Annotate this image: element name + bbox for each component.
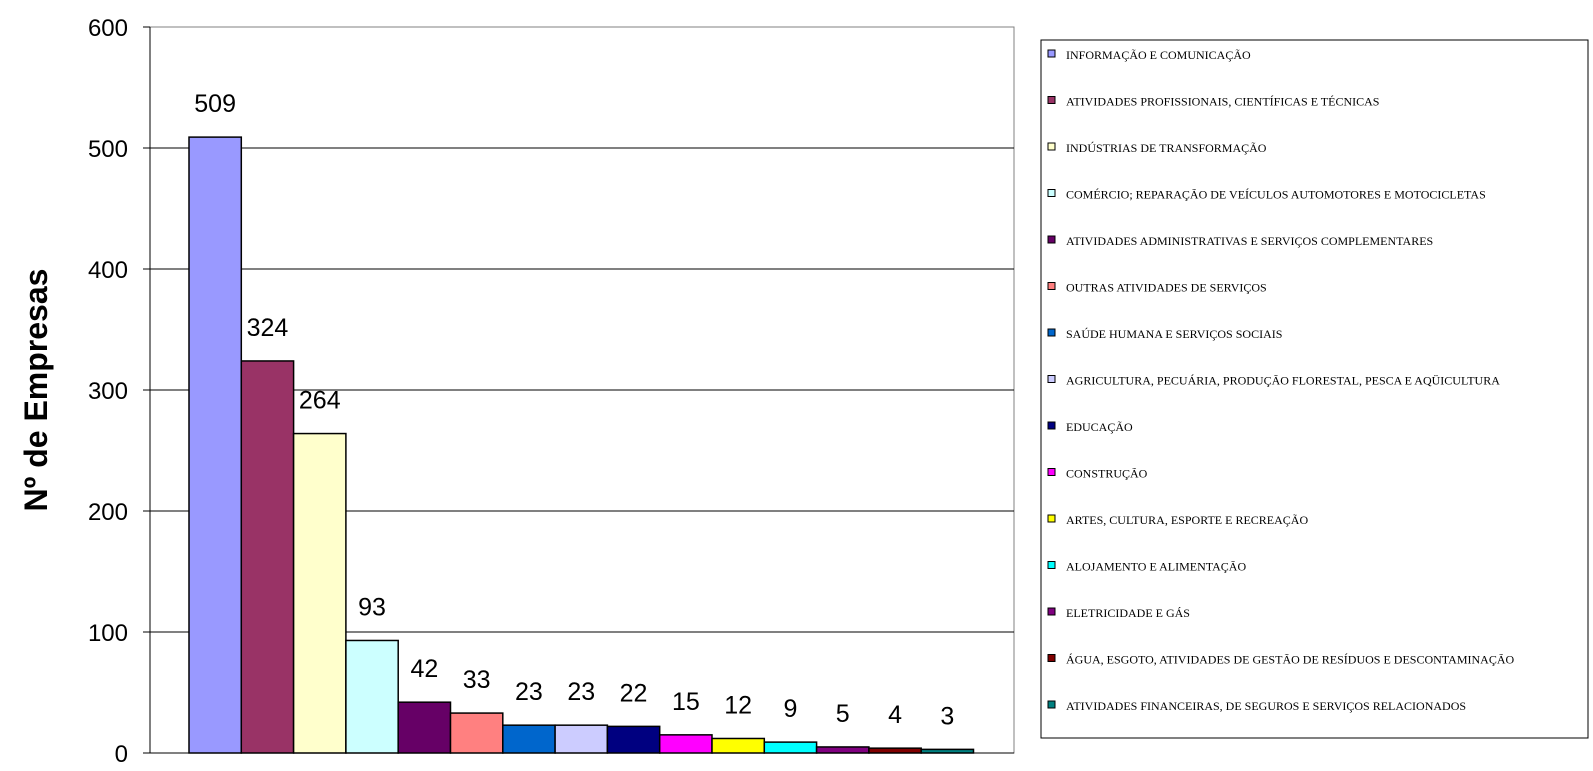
bar-value-label: 12 <box>724 691 752 719</box>
legend-entry: INFORMAÇÃO E COMUNICAÇÃO <box>1066 48 1251 62</box>
legend-box <box>1040 39 1589 739</box>
legend-entry: ÁGUA, ESGOTO, ATIVIDADES DE GESTÃO DE RE… <box>1066 653 1514 667</box>
y-tick-label: 500 <box>88 136 128 163</box>
legend: INFORMAÇÃO E COMUNICAÇÃO ATIVIDADES PROFI… <box>1040 39 1589 739</box>
bar-value-label: 509 <box>194 90 236 118</box>
bar <box>920 748 975 754</box>
legend-entry: COMÉRCIO; REPARAÇÃO DE VEÍCULOS AUTOMOTO… <box>1066 188 1486 202</box>
bar-value-label: 33 <box>463 666 491 694</box>
y-tick-label: 400 <box>88 257 128 284</box>
bar <box>188 136 243 754</box>
bar-value-label: 15 <box>672 688 700 716</box>
bar-value-label: 324 <box>247 314 289 342</box>
legend-swatch <box>1047 514 1056 523</box>
legend-swatch <box>1047 654 1056 662</box>
bar-value-label: 4 <box>888 701 902 729</box>
bar <box>868 747 922 754</box>
legend-swatch <box>1047 328 1056 337</box>
y-tick-label: 600 <box>88 15 128 42</box>
legend-swatch <box>1047 421 1056 430</box>
legend-swatch <box>1047 468 1056 476</box>
legend-swatch <box>1047 96 1056 104</box>
legend-entry: ATIVIDADES ADMINISTRATIVAS E SERVIÇOS CO… <box>1066 234 1433 248</box>
bar <box>711 737 766 754</box>
bars <box>188 136 975 754</box>
bar-value-label: 5 <box>836 700 850 728</box>
legend-swatch <box>1047 607 1056 616</box>
legend-swatch <box>1047 375 1056 383</box>
legend-entry: ELETRICIDADE E GÁS <box>1066 606 1190 620</box>
legend-entry: ATIVIDADES FINANCEIRAS, DE SEGUROS E SER… <box>1066 699 1466 713</box>
legend-entry: ALOJAMENTO E ALIMENTAÇÃO <box>1066 560 1246 574</box>
legend-swatch <box>1047 561 1056 569</box>
y-tick-label: 0 <box>115 741 128 768</box>
legend-swatch <box>1047 142 1056 151</box>
legend-entry: CONSTRUÇÃO <box>1066 467 1148 481</box>
bar <box>345 639 399 754</box>
y-tick-label: 100 <box>88 620 128 647</box>
bar-value-label: 42 <box>410 655 438 683</box>
legend-entry: ATIVIDADES PROFISSIONAIS, CIENTÍFICAS E … <box>1066 95 1379 109</box>
bar <box>502 724 556 754</box>
legend-swatch <box>1047 189 1056 197</box>
legend-swatch <box>1047 235 1056 244</box>
bar <box>397 701 452 754</box>
legend-entry: OUTRAS ATIVIDADES DE SERVIÇOS <box>1066 281 1267 295</box>
bar <box>554 724 609 754</box>
y-axis-title: Nº de Empresas <box>18 269 54 512</box>
bar-value-label: 3 <box>940 702 954 730</box>
bar <box>292 432 347 754</box>
bar <box>815 746 870 754</box>
bar <box>658 734 713 754</box>
bar <box>606 725 661 754</box>
y-tick-label: 300 <box>88 378 128 405</box>
legend-swatch <box>1047 49 1056 58</box>
bar <box>449 712 504 754</box>
bar-value-label: 264 <box>299 387 341 415</box>
legend-entry: ARTES, CULTURA, ESPORTE E RECREAÇÃO <box>1066 513 1308 527</box>
legend-swatch <box>1047 700 1056 709</box>
y-axis: 0 100 200 300 400 500 600 <box>88 15 1014 768</box>
legend-entry: EDUCAÇÃO <box>1066 420 1133 434</box>
bar <box>763 741 818 754</box>
bar-value-label: 23 <box>567 678 595 706</box>
legend-entry: INDÚSTRIAS DE TRANSFORMAÇÃO <box>1066 141 1267 155</box>
bar-value-label: 22 <box>620 679 648 707</box>
data-labels: 509 324 264 93 42 33 23 23 22 15 12 9 5 4 3 <box>194 90 954 730</box>
legend-swatch <box>1047 282 1056 290</box>
legend-entry: AGRICULTURA, PECUÁRIA, PRODUÇÃO FLORESTA… <box>1066 374 1500 388</box>
y-tick-label: 200 <box>88 499 128 526</box>
bar-value-label: 9 <box>783 695 797 723</box>
legend-entry: SAÚDE HUMANA E SERVIÇOS SOCIAIS <box>1066 327 1282 341</box>
bar-value-label: 93 <box>358 593 386 621</box>
bar-value-label: 23 <box>515 678 543 706</box>
bar <box>240 360 295 754</box>
